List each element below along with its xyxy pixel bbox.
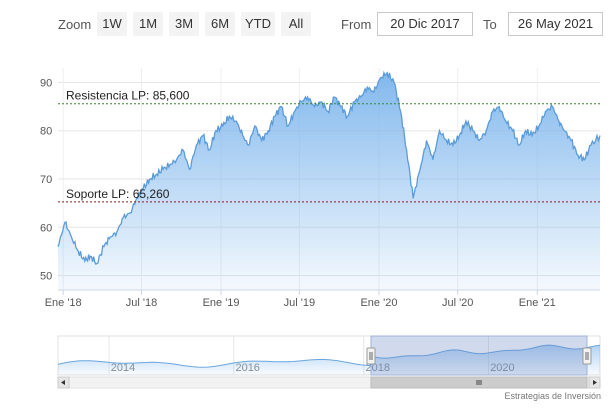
y-tick-label: 50 [40, 271, 52, 283]
chevron-right-icon [593, 380, 597, 385]
x-axis: Ene '18 Jul '18 Ene '19 Jul '19 Ene '20 Jul '… [45, 289, 600, 309]
x-tick-label: Ene '21 [519, 297, 556, 309]
navigator-handle-left[interactable] [366, 347, 376, 365]
zoom-6m-button[interactable]: 6M [205, 12, 235, 36]
zoom-1m-button[interactable]: 1M [133, 12, 163, 36]
zoom-label: Zoom [58, 17, 92, 32]
y-tick-label: 60 [40, 222, 52, 234]
x-tick-label: Ene '18 [45, 297, 82, 309]
x-tick-label: Jul '19 [284, 297, 315, 309]
y-tick-label: 90 [40, 77, 52, 89]
y-tick-label: 70 [40, 174, 52, 186]
chart-credit[interactable]: Estrategias de Inversión [504, 391, 601, 401]
annotation-label: Soporte LP: 65,260 [66, 187, 170, 201]
range-selector-toolbar: Zoom 1W 1M 3M 6M YTD All From 20 Dic 201… [0, 0, 615, 48]
series-area [57, 70, 601, 290]
navigator-line [57, 344, 601, 368]
x-tick-label: Jul '18 [126, 297, 157, 309]
zoom-3m-button[interactable]: 3M [169, 12, 199, 36]
to-date-input[interactable]: 26 May 2021 [508, 12, 603, 36]
annotation-lines: Resistencia LP: 85,600 Soporte LP: 65,260 [58, 89, 600, 203]
area-fill [58, 72, 600, 290]
annotation-label: Resistencia LP: 85,600 [66, 89, 190, 103]
x-tick-label: Jul '20 [442, 297, 473, 309]
from-date-input[interactable]: 20 Dic 2017 [377, 12, 473, 36]
navigator-selected-range[interactable] [370, 335, 588, 376]
x-tick-label: Ene '20 [360, 297, 397, 309]
zoom-1w-button[interactable]: 1W [97, 12, 127, 36]
x-tick-label: Ene '19 [203, 297, 240, 309]
y-axis: 50 60 70 80 90 [40, 77, 52, 282]
from-label: From [341, 17, 372, 32]
navigator-handle-right[interactable] [582, 347, 592, 365]
navigator[interactable]: 2014201620182020 [57, 335, 601, 389]
chevron-left-icon [61, 380, 65, 385]
zoom-all-button[interactable]: All [281, 12, 311, 36]
y-tick-label: 80 [40, 126, 52, 138]
to-label: To [483, 17, 497, 32]
zoom-ytd-button[interactable]: YTD [241, 12, 275, 36]
series-line [57, 70, 601, 265]
